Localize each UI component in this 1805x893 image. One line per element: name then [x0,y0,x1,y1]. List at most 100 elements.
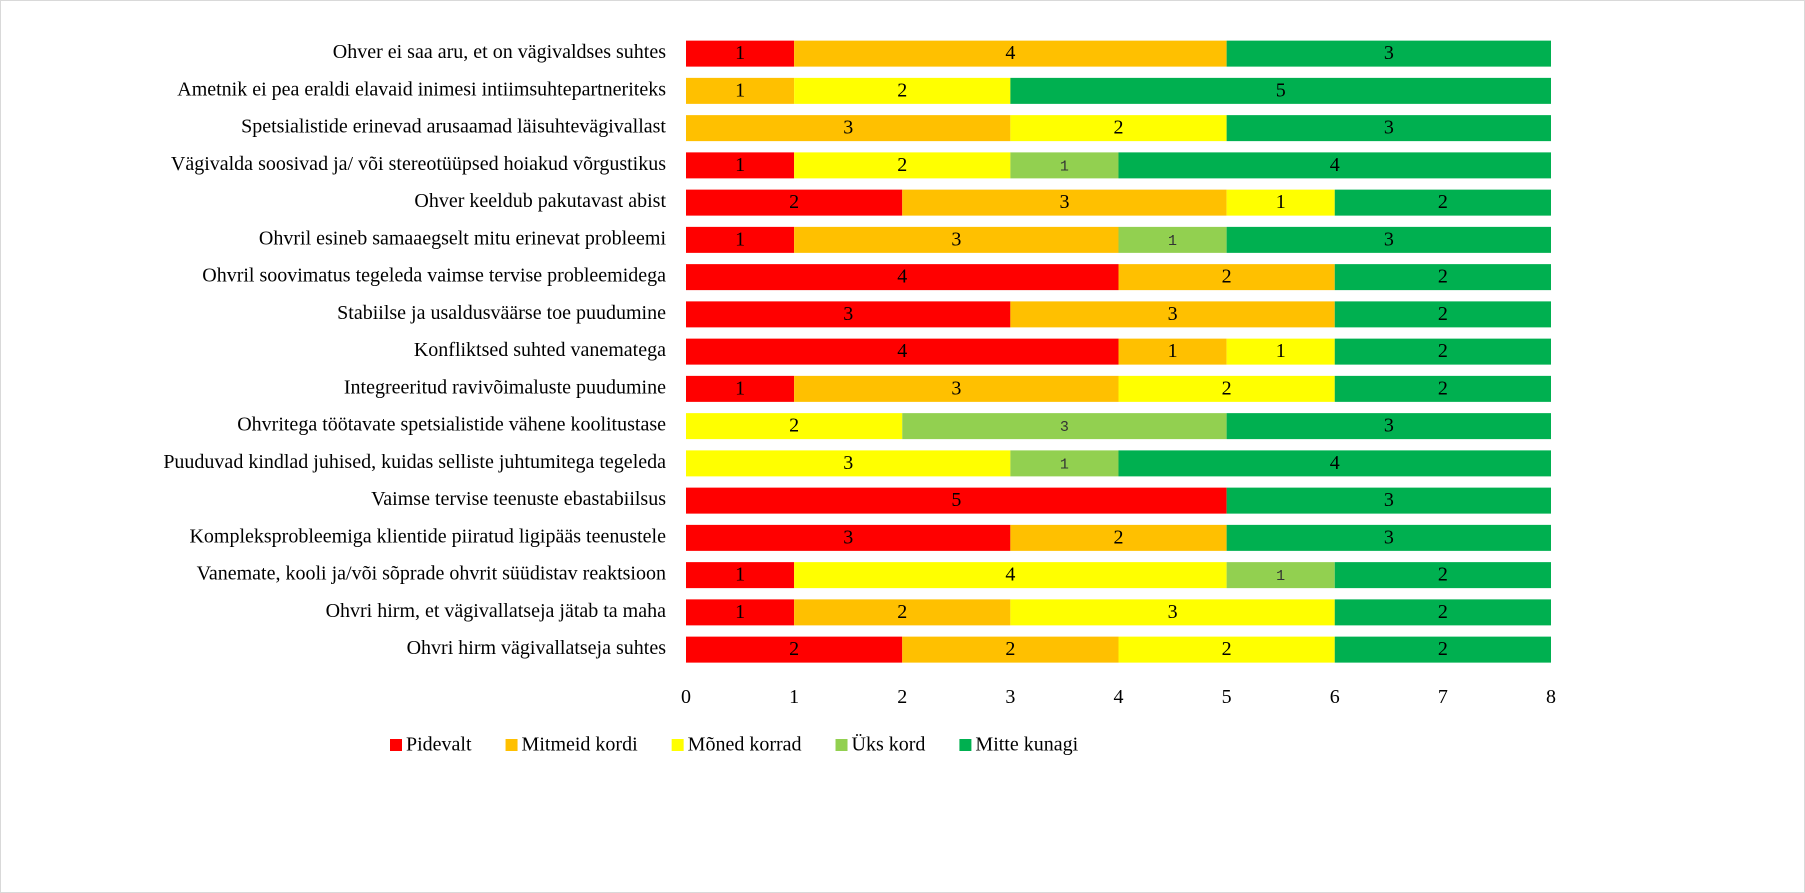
bar-segment [1226,189,1335,216]
bar-segment [1118,226,1227,253]
category-label: Ohvritega töötavate spetsialistide vähen… [237,414,666,436]
x-tick-label: 5 [1222,686,1232,708]
data-label: 3 [1384,117,1394,139]
x-tick-label: 0 [681,686,691,708]
legend-swatch [671,739,684,751]
legend-swatch [835,739,848,751]
data-label: 2 [1222,266,1232,288]
bar-segment [686,226,795,253]
bar-segment [1010,450,1119,477]
legend-label: Üks kord [852,733,926,756]
bar-segment [1226,487,1551,514]
bar-segment [1010,301,1335,328]
x-tick-label: 3 [1005,686,1015,708]
bar-segment [1118,264,1335,291]
bar-segment [902,636,1119,663]
data-label: 4 [897,340,907,362]
data-label: 2 [789,638,799,660]
category-label: Ohvri hirm, et vägivallatseja jätab ta m… [326,600,667,622]
data-label: 2 [1114,117,1124,139]
bar-segment [686,450,1011,477]
bar-segment [1010,77,1551,104]
legend-label: Mõned korrad [688,734,802,756]
bar-segment [686,264,1119,291]
bar-segment [1118,338,1227,365]
data-label: 4 [897,266,907,288]
category-label: Ohvril soovimatus tegeleda vaimse tervis… [202,265,666,287]
legend-label: Mitte kunagi [975,734,1078,756]
bar-segment [1118,375,1335,402]
bar-segment [1226,40,1551,67]
bar-segment [902,413,1227,440]
category-label: Ohvril esineb samaaegselt mitu erinevat … [259,227,667,249]
bar-segment [1118,450,1551,477]
data-label: 3 [1384,489,1394,511]
data-label: 3 [951,377,961,399]
data-label: 2 [1438,266,1448,288]
bar-segment [686,487,1227,514]
data-label: 1 [735,42,745,64]
data-label: 4 [1005,564,1015,586]
data-label: 2 [1438,340,1448,362]
bar-segment [794,152,1011,179]
bar-segment [1010,524,1227,551]
bar-segment [794,40,1227,67]
data-label: 3 [1168,601,1178,623]
data-label: 3 [843,452,853,474]
data-label: 2 [789,415,799,437]
category-label: Ametnik ei pea eraldi elavaid inimesi in… [177,78,666,100]
data-label: 1 [1060,456,1069,473]
data-label: 2 [1222,377,1232,399]
bar-segment [686,77,795,104]
x-tick-label: 4 [1114,686,1124,708]
bar-segment [686,40,795,67]
data-label: 3 [1384,228,1394,250]
data-label: 3 [1168,303,1178,325]
data-label: 2 [1438,377,1448,399]
data-label: 1 [1168,340,1178,362]
data-label: 1 [735,228,745,250]
legend-label: Mitmeid kordi [522,734,639,756]
legend-swatch [505,739,518,751]
data-label: 1 [735,377,745,399]
data-label: 1 [735,154,745,176]
bar-segment [902,189,1227,216]
data-label: 3 [1060,419,1069,436]
bar-segment [686,301,1011,328]
category-label: Vaimse tervise teenuste ebastabiilsus [371,488,666,510]
bar-segment [1226,226,1551,253]
bar-segment [1226,524,1551,551]
data-label: 3 [843,117,853,139]
bar-segment [1010,152,1119,179]
bar-segment [1334,636,1551,663]
legend-swatch [390,739,402,751]
category-label: Puuduvad kindlad juhised, kuidas sellist… [163,451,666,473]
bar-segment [1118,152,1551,179]
bar-segment [686,524,1011,551]
bar-segment [686,413,903,440]
bar-segment [686,599,795,626]
bar-segment [686,338,1119,365]
data-label: 1 [735,564,745,586]
legend-label: Pidevalt [406,734,472,756]
x-tick-label: 7 [1438,686,1448,708]
x-tick-label: 6 [1330,686,1340,708]
data-label: 2 [897,154,907,176]
data-label: 2 [1005,638,1015,660]
bar-segment [1334,562,1551,589]
bar-segment [686,562,795,589]
bar-segment [1226,413,1551,440]
bar-segment [686,152,795,179]
legend-swatch [959,739,972,751]
data-label: 2 [1438,191,1448,213]
data-label: 3 [843,303,853,325]
data-label: 3 [1384,526,1394,548]
bar-segment [686,375,795,402]
category-label: Spetsialistide erinevad arusaamad läisuh… [241,116,666,138]
bar-segment [1334,189,1551,216]
data-label: 4 [1330,452,1340,474]
bar-segment [1118,636,1335,663]
bar-segment [794,77,1011,104]
data-label: 4 [1005,42,1015,64]
